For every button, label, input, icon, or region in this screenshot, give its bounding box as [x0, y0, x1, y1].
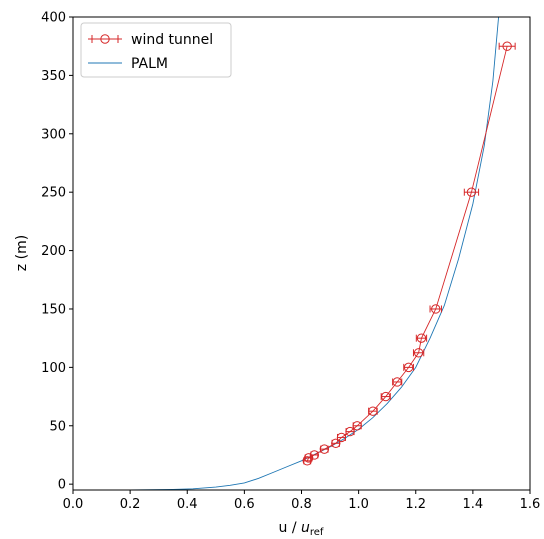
x-axis: 0.0 0.2 0.4 0.6 0.8 1.0 1.2 1.4 1.6 [63, 490, 541, 512]
wind-tunnel-point [319, 444, 330, 454]
x-tick-label: 0.6 [234, 497, 255, 512]
plot-area [73, 17, 530, 490]
wind-tunnel-point [413, 348, 424, 358]
series-palm-line [73, 17, 500, 490]
wind-tunnel-point [309, 450, 320, 460]
x-tick-label: 1.6 [520, 497, 541, 512]
wind-tunnel-point [502, 41, 512, 51]
y-axis: 0 50 100 150 200 250 300 350 400 [41, 11, 73, 493]
x-tick-label: 0.8 [291, 497, 312, 512]
x-axis-label-subscript: ref [310, 527, 324, 538]
y-tick-label: 50 [49, 419, 66, 434]
x-axis-label-main: u / [279, 520, 302, 536]
y-tick-label: 250 [41, 186, 66, 201]
y-tick-label: 100 [41, 361, 66, 376]
wind-tunnel-point [352, 421, 362, 431]
series-layer [73, 17, 516, 490]
y-tick-label: 350 [41, 69, 66, 84]
x-tick-label: 1.0 [348, 497, 369, 512]
y-tick-label: 300 [41, 127, 66, 142]
wind-tunnel-point [336, 432, 347, 443]
x-tick-label: 0.4 [177, 497, 198, 512]
wind-tunnel-point [381, 391, 391, 402]
x-tick-label: 1.2 [405, 497, 426, 512]
wind-tunnel-point [331, 438, 341, 448]
wind-tunnel-point [368, 406, 378, 416]
y-tick-label: 150 [41, 302, 66, 317]
wind-tunnel-point [466, 187, 477, 197]
legend: wind tunnel PALM [80, 22, 232, 78]
wind-tunnel-point [416, 333, 427, 343]
wind-tunnel-point [345, 426, 355, 437]
y-tick-label: 400 [41, 11, 66, 26]
wind-tunnel-point [303, 453, 314, 463]
x-tick-label: 0.0 [63, 497, 84, 512]
y-axis-label: z (m) [14, 235, 30, 271]
legend-wind-tunnel-label: wind tunnel [131, 32, 213, 48]
x-axis-label: u / uref [279, 520, 324, 538]
wind-tunnel-point [431, 304, 441, 314]
x-tick-label: 1.4 [463, 497, 484, 512]
x-tick-label: 0.2 [120, 497, 141, 512]
legend-wind-tunnel-marker [100, 34, 110, 44]
y-tick-label: 200 [41, 244, 66, 259]
wind-tunnel-point [392, 377, 402, 387]
wind-tunnel-point [403, 362, 414, 373]
legend-palm-label: PALM [131, 56, 168, 72]
x-axis-label-italic: u [301, 520, 310, 536]
y-tick-label: 0 [58, 478, 66, 493]
